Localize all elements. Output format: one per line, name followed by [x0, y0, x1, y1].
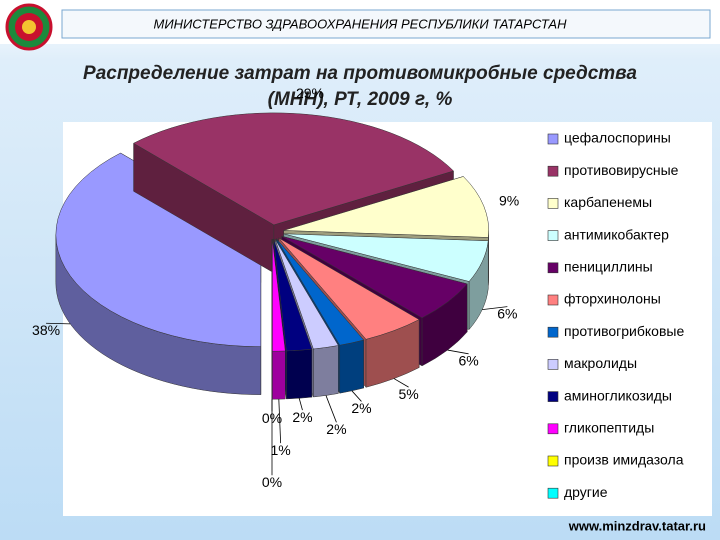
leader-line	[46, 322, 71, 325]
slice-top	[273, 239, 313, 352]
data-label: 6%	[497, 305, 517, 321]
slice-top	[283, 176, 489, 238]
legend-label: противогрибковые	[564, 323, 684, 339]
slice-top	[55, 152, 262, 347]
data-label: 5%	[398, 386, 418, 402]
leader-line	[351, 390, 362, 402]
slice-side	[313, 345, 339, 398]
data-label: 2%	[351, 400, 371, 416]
legend-swatch	[547, 423, 559, 435]
legend-label: пенициллины	[564, 259, 653, 275]
legend-swatch	[547, 326, 559, 338]
data-label: 1%	[271, 442, 291, 458]
slice-top	[133, 112, 454, 226]
leader-line	[482, 306, 508, 311]
legend-swatch	[547, 359, 559, 370]
legend-label: антимикобактер	[564, 226, 669, 242]
legend-swatch	[547, 487, 559, 499]
leader-line	[278, 399, 282, 444]
logo	[5, 3, 53, 51]
legend-label: макролиды	[564, 355, 637, 371]
legend-swatch	[547, 262, 559, 274]
legend-label: гликопептиды	[564, 420, 654, 436]
legend-swatch	[547, 455, 559, 467]
slice-side	[272, 350, 286, 400]
slice-top	[272, 239, 286, 352]
data-label: 6%	[458, 353, 478, 369]
legend-label: противовирусные	[564, 162, 679, 178]
data-label: 2%	[292, 409, 312, 425]
leader-line	[447, 349, 469, 355]
header-box	[61, 9, 711, 39]
data-label: 0%	[262, 474, 282, 490]
legend-label: аминогликозиды	[564, 387, 672, 403]
data-label: 9%	[499, 192, 519, 208]
legend-swatch	[547, 198, 559, 209]
chart-title: Распределение затрат на противомикробные…	[83, 63, 637, 110]
legend-label: цефалоспорины	[564, 130, 671, 146]
data-label: 38%	[32, 322, 60, 338]
legend-label: карбапенемы	[564, 194, 652, 210]
legend-swatch	[547, 230, 559, 241]
leader-line	[298, 398, 303, 411]
legend-swatch	[547, 391, 559, 402]
leader-line	[393, 378, 409, 388]
footer-url: www.minzdrav.tatar.ru	[568, 518, 706, 533]
slice-side	[286, 348, 313, 400]
slice-side	[339, 339, 364, 394]
pie-slice	[272, 239, 286, 400]
leader-line	[325, 395, 337, 423]
slice-top	[283, 233, 489, 282]
data-label: 29%	[296, 85, 324, 101]
legend-label: произв имидазола	[564, 452, 684, 468]
data-label: 2%	[326, 421, 346, 437]
slice-top	[278, 237, 420, 340]
legend-swatch	[547, 294, 559, 306]
slice-top	[276, 238, 365, 346]
slice-top	[274, 238, 339, 350]
legend-label: фторхинолоны	[564, 291, 661, 307]
legend-label: другие	[564, 484, 608, 500]
slice-top	[281, 235, 468, 319]
header-title: МИНИСТЕРСТВО ЗДРАВООХРАНЕНИЯ РЕСПУБЛИКИ …	[153, 16, 567, 31]
legend-swatch	[547, 133, 559, 145]
legend-swatch	[547, 165, 559, 177]
